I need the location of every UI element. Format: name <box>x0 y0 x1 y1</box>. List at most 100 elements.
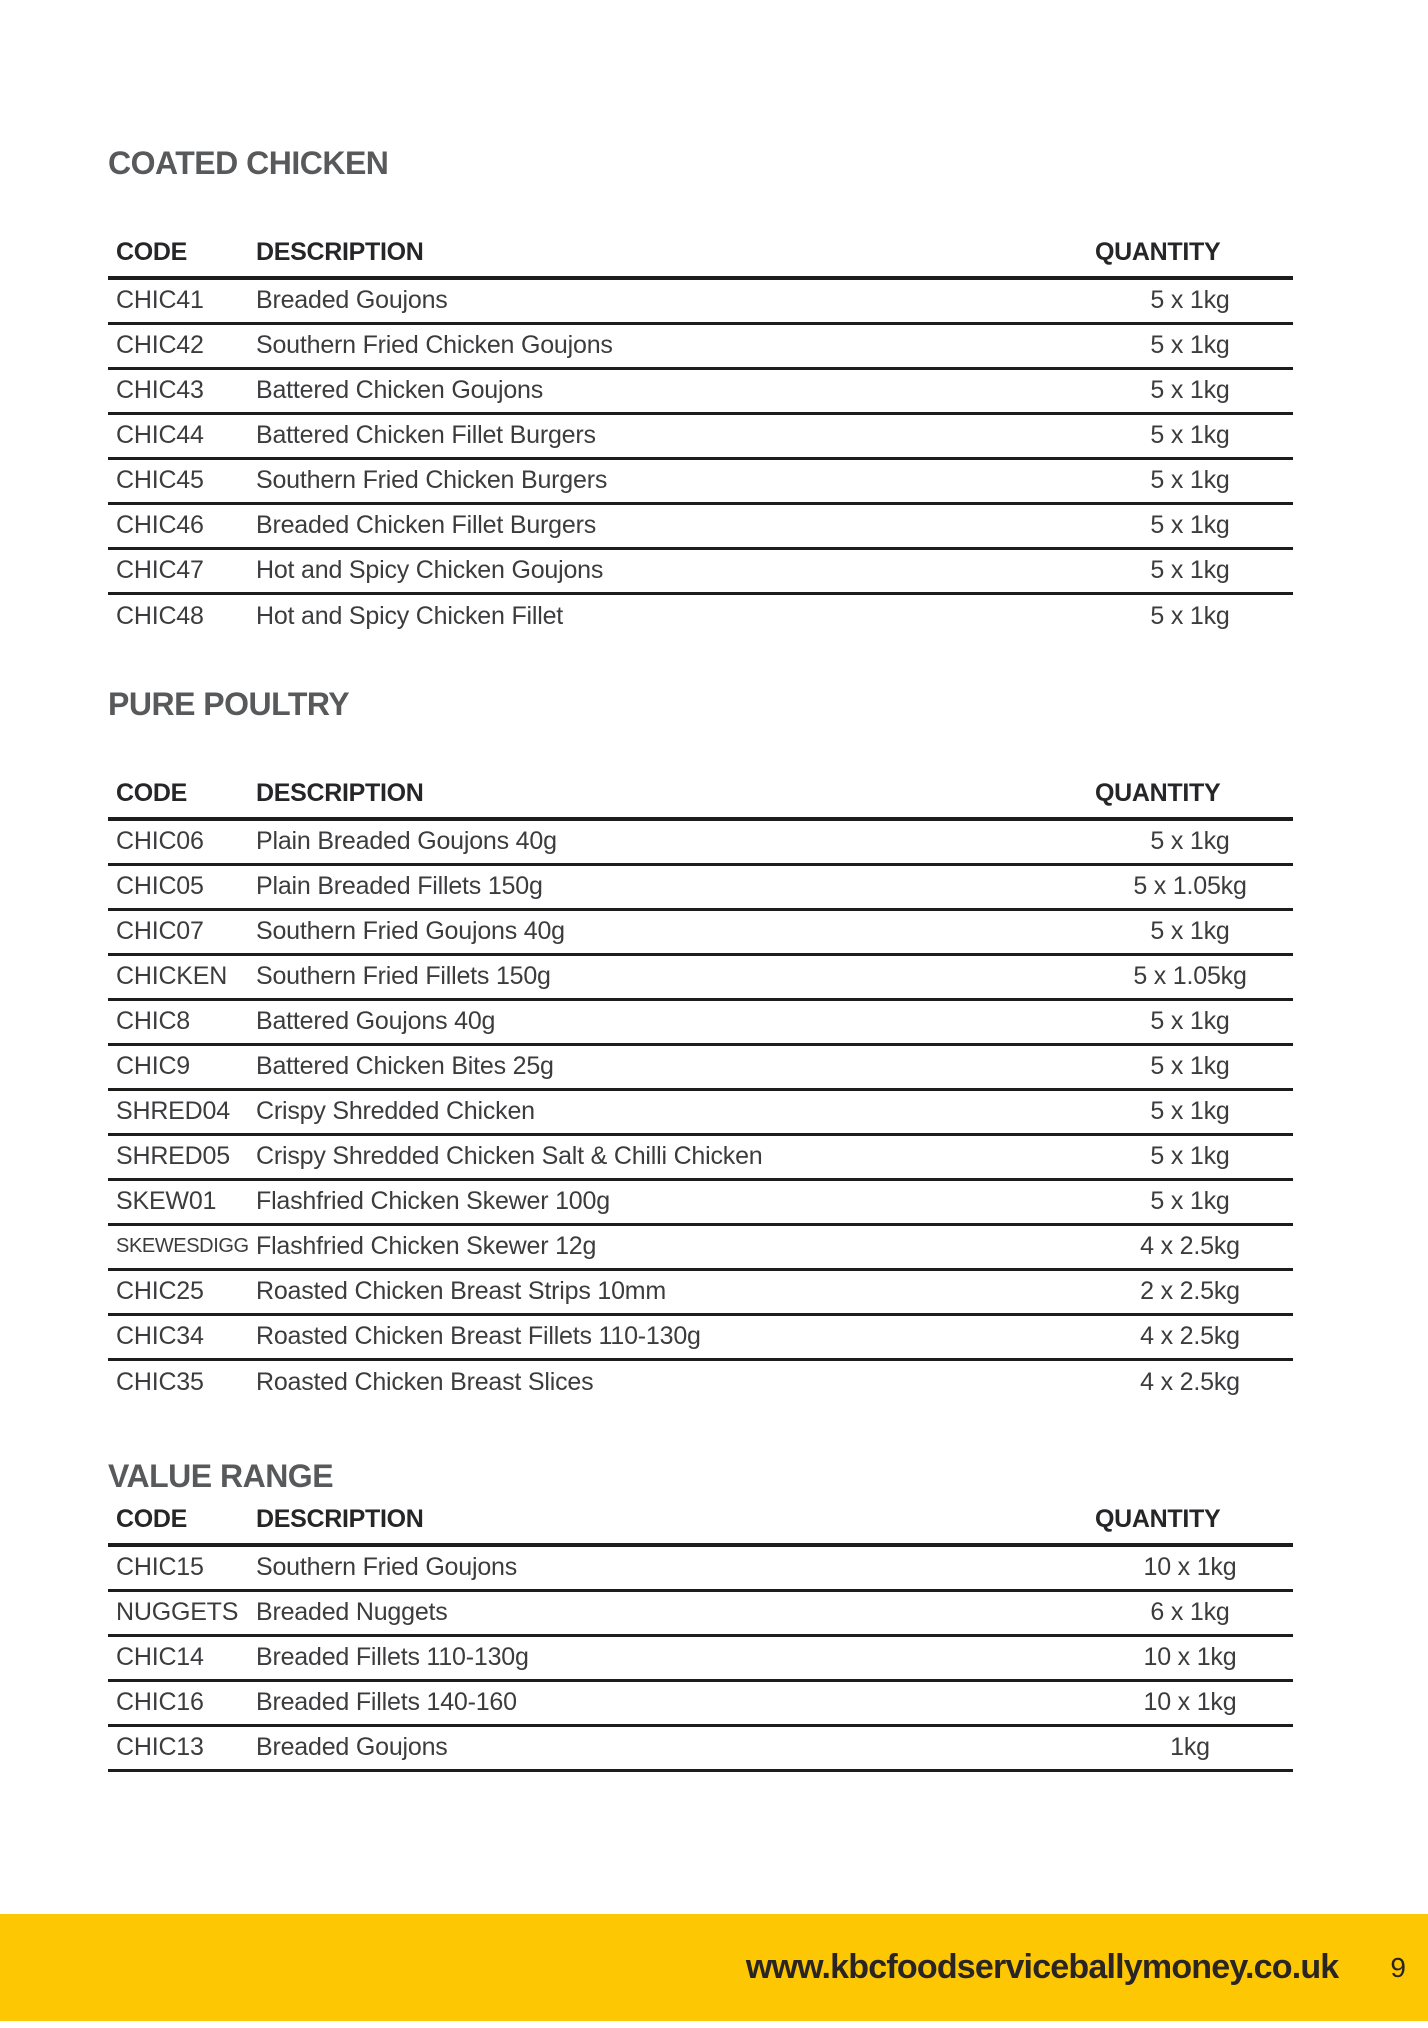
cell-desc: Crispy Shredded Chicken Salt & Chilli Ch… <box>248 1134 1087 1181</box>
table-row: CHIC48 Hot and Spicy Chicken Fillet 5 x 1k… <box>108 593 1293 638</box>
cell-desc: Flashfried Chicken Skewer 100g <box>248 1179 1087 1226</box>
cell-qty: 10 x 1kg <box>1087 1680 1293 1727</box>
cell-qty: 5 x 1kg <box>1087 999 1293 1046</box>
table-header: CODE DESCRIPTION QUANTITY <box>108 779 1293 821</box>
cell-qty: 5 x 1kg <box>1087 503 1293 550</box>
cell-qty: 10 x 1kg <box>1087 1545 1293 1592</box>
table-row: CHIC07 Southern Fried Goujons 40g 5 x 1kg <box>108 909 1293 956</box>
cell-desc: Crispy Shredded Chicken <box>248 1089 1087 1136</box>
cell-desc: Southern Fried Goujons 40g <box>248 909 1087 956</box>
cell-code: NUGGETS <box>108 1590 248 1637</box>
cell-qty: 5 x 1.05kg <box>1087 954 1293 1001</box>
cell-code: CHIC34 <box>108 1314 248 1361</box>
cell-desc: Breaded Goujons <box>248 1725 1087 1772</box>
cell-qty: 4 x 2.5kg <box>1087 1224 1293 1271</box>
table-row: CHIC16 Breaded Fillets 140-160 10 x 1kg <box>108 1680 1293 1727</box>
cell-code: CHIC44 <box>108 413 248 460</box>
cell-qty: 5 x 1kg <box>1087 1044 1293 1091</box>
cell-qty: 5 x 1kg <box>1087 1134 1293 1181</box>
column-header-description: DESCRIPTION <box>248 238 1087 280</box>
product-table: CODE DESCRIPTION QUANTITY CHIC41 Breaded … <box>108 238 1293 638</box>
cell-code: CHIC14 <box>108 1635 248 1682</box>
cell-qty: 5 x 1.05kg <box>1087 864 1293 911</box>
cell-qty: 5 x 1kg <box>1087 1179 1293 1226</box>
column-header-quantity: QUANTITY <box>1087 238 1293 280</box>
cell-code: CHIC13 <box>108 1725 248 1772</box>
cell-code: CHIC46 <box>108 503 248 550</box>
cell-desc: Breaded Chicken Fillet Burgers <box>248 503 1087 550</box>
cell-qty: 2 x 2.5kg <box>1087 1269 1293 1316</box>
cell-code: CHIC05 <box>108 864 248 911</box>
cell-qty: 4 x 2.5kg <box>1140 1367 1240 1396</box>
table-header-row: CODE DESCRIPTION QUANTITY <box>108 779 1293 821</box>
table-row: CHIC44 Battered Chicken Fillet Burgers 5 x… <box>108 413 1293 460</box>
section-pure-poultry: PURE POULTRY CODE DESCRIPTION QUANTITY C… <box>108 686 1293 1404</box>
catalog-page: COATED CHICKEN CODE DESCRIPTION QUANTITY… <box>108 145 1293 1772</box>
cell-code: CHIC9 <box>108 1044 248 1091</box>
table-row: SHRED05 Crispy Shredded Chicken Salt & Ch… <box>108 1134 1293 1181</box>
column-header-code: CODE <box>108 1505 248 1547</box>
section-coated-chicken: COATED CHICKEN CODE DESCRIPTION QUANTITY… <box>108 145 1293 638</box>
table-row: SKEWESDIGG Flashfried Chicken Skewer 12g 4… <box>108 1224 1293 1271</box>
table-row: SKEW01 Flashfried Chicken Skewer 100g 5 x … <box>108 1179 1293 1226</box>
column-header-quantity: QUANTITY <box>1087 779 1293 821</box>
cell-desc: Plain Breaded Goujons 40g <box>248 819 1087 866</box>
footer-website-link[interactable]: www.kbcfoodserviceballymoney.co.uk <box>745 1948 1339 1986</box>
cell-desc: Hot and Spicy Chicken Fillet <box>256 601 564 630</box>
cell-code: CHIC48 <box>116 601 204 630</box>
table-row: CHICKEN Southern Fried Fillets 150g 5 x 1.… <box>108 954 1293 1001</box>
cell-qty: 5 x 1kg <box>1150 601 1230 630</box>
section-title: VALUE RANGE <box>108 1458 334 1494</box>
cell-desc: Battered Goujons 40g <box>248 999 1087 1046</box>
table-row: CHIC9 Battered Chicken Bites 25g 5 x 1kg <box>108 1044 1293 1091</box>
cell-desc: Battered Chicken Bites 25g <box>248 1044 1087 1091</box>
cell-qty: 5 x 1kg <box>1087 458 1293 505</box>
cell-code: CHIC41 <box>108 278 248 325</box>
cell-desc: Plain Breaded Fillets 150g <box>248 864 1087 911</box>
cell-desc: Southern Fried Chicken Goujons <box>248 323 1087 370</box>
table-row: CHIC35 Roasted Chicken Breast Slices 4 x 2… <box>108 1359 1293 1404</box>
cell-code: CHICKEN <box>108 954 248 1001</box>
page-number: 9 <box>1390 1951 1406 1983</box>
cell-qty: 6 x 1kg <box>1087 1590 1293 1637</box>
cell-code: CHIC42 <box>108 323 248 370</box>
column-header-description: DESCRIPTION <box>248 779 1087 821</box>
cell-desc: Battered Chicken Goujons <box>248 368 1087 415</box>
cell-qty: 4 x 2.5kg <box>1087 1314 1293 1361</box>
section-title: COATED CHICKEN <box>108 145 389 181</box>
cell-qty: 5 x 1kg <box>1087 819 1293 866</box>
cell-code: SKEW01 <box>108 1179 248 1226</box>
table-header-row: CODE DESCRIPTION QUANTITY <box>108 1505 1293 1547</box>
table-row: CHIC15 Southern Fried Goujons 10 x 1kg <box>108 1545 1293 1592</box>
cell-code: CHIC43 <box>108 368 248 415</box>
cell-desc: Roasted Chicken Breast Slices <box>256 1367 594 1396</box>
cell-qty: 10 x 1kg <box>1087 1635 1293 1682</box>
cell-desc: Breaded Nuggets <box>248 1590 1087 1637</box>
cell-code: CHIC35 <box>116 1367 204 1396</box>
cell-qty: 5 x 1kg <box>1087 413 1293 460</box>
table-row: CHIC34 Roasted Chicken Breast Fillets 110… <box>108 1314 1293 1361</box>
cell-qty: 5 x 1kg <box>1087 323 1293 370</box>
table-row: CHIC05 Plain Breaded Fillets 150g 5 x 1.05… <box>108 864 1293 911</box>
cell-code: CHIC06 <box>108 819 248 866</box>
cell-code: CHIC25 <box>108 1269 248 1316</box>
cell-qty: 5 x 1kg <box>1087 1089 1293 1136</box>
cell-desc: Battered Chicken Fillet Burgers <box>248 413 1087 460</box>
column-header-description: DESCRIPTION <box>248 1505 1087 1547</box>
cell-code: CHIC07 <box>108 909 248 956</box>
cell-code: CHIC8 <box>108 999 248 1046</box>
cell-code: CHIC45 <box>108 458 248 505</box>
cell-qty: 5 x 1kg <box>1087 548 1293 595</box>
column-header-quantity: QUANTITY <box>1087 1505 1293 1547</box>
column-header-code: CODE <box>108 238 248 280</box>
product-table: CODE DESCRIPTION QUANTITY CHIC06 Plain Br… <box>108 779 1293 1404</box>
cell-desc: Breaded Fillets 140-160 <box>248 1680 1087 1727</box>
table-row: CHIC13 Breaded Goujons 1kg <box>108 1725 1293 1772</box>
footer-bar: www.kbcfoodserviceballymoney.co.uk 9 <box>0 1914 1428 2021</box>
table-row: CHIC45 Southern Fried Chicken Burgers 5 x … <box>108 458 1293 505</box>
section-title: PURE POULTRY <box>108 686 350 722</box>
table-row: CHIC41 Breaded Goujons 5 x 1kg <box>108 278 1293 325</box>
cell-desc: Southern Fried Chicken Burgers <box>248 458 1087 505</box>
cell-desc: Roasted Chicken Breast Strips 10mm <box>248 1269 1087 1316</box>
section-value-range: VALUE RANGE CODE DESCRIPTION QUANTITY CH… <box>108 1458 1293 1772</box>
